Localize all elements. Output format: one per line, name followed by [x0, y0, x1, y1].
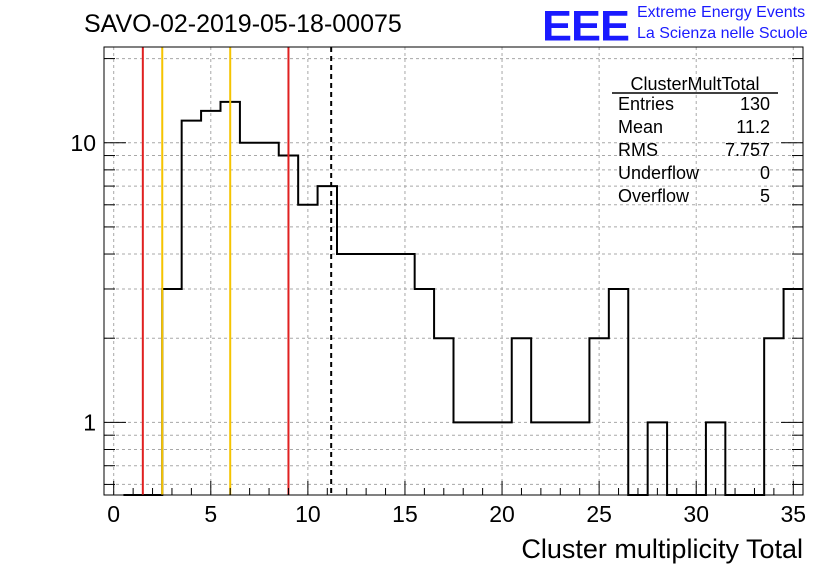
x-tick-label: 10 [295, 501, 321, 527]
histogram-bin [182, 121, 201, 495]
histogram-bin [376, 254, 395, 495]
stats-value: 5 [760, 186, 770, 206]
stats-value: 130 [740, 94, 770, 114]
x-tick-label: 5 [204, 501, 217, 527]
histogram-series [123, 100, 803, 496]
histogram-bin [337, 254, 356, 495]
axes: 0 5 10 15 20 25 30 35 1 10 [70, 58, 806, 527]
histogram-bin [531, 422, 550, 495]
histogram-bin [318, 186, 337, 495]
logo-caption-line2: La Scienza nelle Scuole [637, 25, 808, 42]
stats-label: Underflow [618, 163, 700, 183]
y-tick-label: 10 [70, 130, 96, 156]
histogram-bin [434, 338, 453, 495]
histogram-bin [415, 289, 434, 495]
histogram-bin [240, 143, 259, 495]
grid [104, 47, 803, 495]
stats-label: Overflow [618, 186, 690, 206]
histogram-bin [395, 254, 414, 495]
y-tick-label: 1 [83, 409, 96, 435]
histogram-bin [609, 289, 628, 495]
stats-title: ClusterMultTotal [630, 74, 759, 94]
x-axis-label: Cluster multiplicity Total [521, 534, 803, 564]
stats-label: RMS [618, 140, 658, 160]
histogram-bin [356, 254, 375, 495]
x-tick-label: 20 [489, 501, 515, 527]
logo-caption-line1: Extreme Energy Events [637, 4, 806, 21]
eee-logo-mark: EEE [542, 1, 630, 50]
histogram-bin [259, 143, 278, 495]
histogram-bin [512, 338, 531, 495]
run-title: SAVO-02-2019-05-18-00075 [84, 10, 402, 38]
stats-value: 11.2 [736, 117, 770, 137]
stats-value: 7.757 [725, 140, 770, 160]
stats-label: Entries [618, 94, 674, 114]
histogram-outline [123, 100, 803, 496]
x-tick-label: 25 [586, 501, 612, 527]
stats-label: Mean [618, 117, 663, 137]
x-tick-label: 0 [107, 501, 120, 527]
plot-frame [103, 46, 804, 496]
histogram-bin [162, 289, 181, 495]
eee-logo: EEE Extreme Energy Events La Scienza nel… [542, 1, 832, 50]
marker-lines [141, 47, 333, 495]
stats-value: 0 [760, 163, 770, 183]
histogram-bin [764, 338, 783, 495]
x-tick-label: 15 [392, 501, 418, 527]
x-tick-label: 30 [683, 501, 709, 527]
x-tick-label: 35 [780, 501, 806, 527]
